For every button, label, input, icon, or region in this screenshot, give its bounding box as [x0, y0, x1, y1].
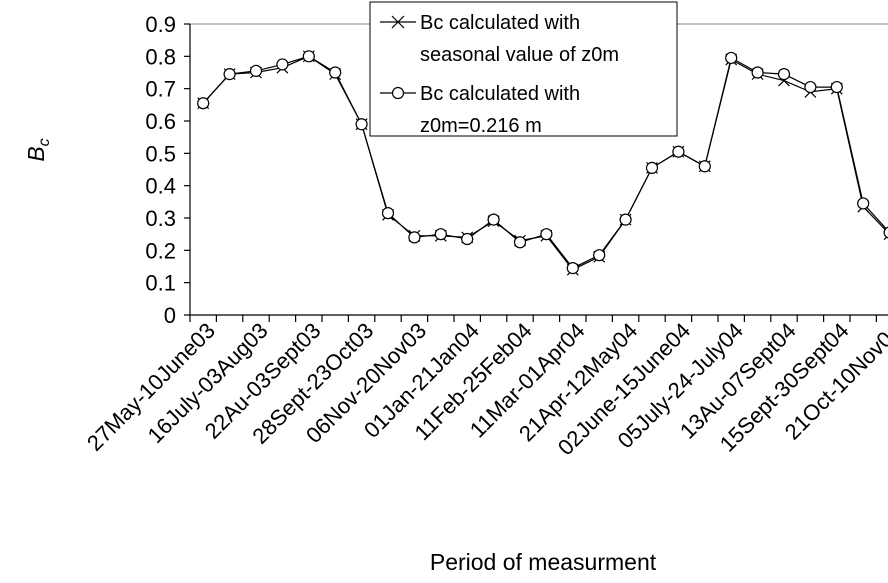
y-tick-label: 0.8 — [145, 44, 176, 69]
data-point-circle — [777, 68, 791, 81]
y-axis: 0 0.1 0.2 0.3 0.4 0.5 0.6 0.7 0.8 0.9 — [145, 12, 191, 328]
data-point-circle — [883, 226, 888, 239]
y-tick-label: 0.2 — [145, 238, 176, 263]
data-point-circle — [276, 58, 289, 71]
data-point-circle — [249, 64, 263, 77]
data-point-circle — [355, 118, 368, 131]
legend-label-series-2-line-1: Bc calculated with — [420, 83, 580, 105]
data-point-circle — [725, 51, 738, 65]
series-2-line — [202, 55, 888, 269]
data-point-circle — [619, 213, 632, 226]
legend-label-series-2-line-2: z0m=0.216 m — [420, 115, 542, 137]
y-tick-label: 0.1 — [145, 271, 176, 296]
data-point-circle — [302, 50, 315, 63]
legend-marker-circle — [391, 86, 405, 100]
y-tick-label: 0.6 — [145, 109, 176, 134]
y-tick-label: 0.9 — [145, 12, 176, 37]
legend-box — [369, 1, 678, 137]
data-point-circle — [857, 197, 870, 210]
data-point-circle — [645, 161, 659, 174]
y-tick-label: 0.5 — [145, 141, 176, 166]
data-point-circle — [540, 228, 553, 241]
y-tick-label: 0.3 — [145, 206, 176, 231]
data-point-circle — [751, 66, 764, 79]
y-tick-label: 0.4 — [145, 174, 176, 199]
y-tick-label: 0.7 — [145, 77, 176, 102]
y-axis-title-subscript: c — [36, 138, 53, 146]
series-2 — [197, 50, 888, 275]
y-axis-title: Bc — [23, 138, 53, 161]
legend: Bc calculated with seasonal value of z0m… — [369, 1, 678, 137]
data-point-circle — [566, 262, 579, 275]
y-axis-title-main: B — [23, 146, 49, 161]
data-point-circle — [329, 66, 342, 79]
data-point-circle — [804, 80, 817, 94]
data-point-circle — [197, 97, 210, 110]
data-point-circle — [513, 236, 527, 249]
data-point-circle — [830, 80, 843, 94]
data-point-circle — [487, 213, 500, 226]
legend-marker-x — [391, 15, 405, 29]
data-point-circle — [698, 160, 711, 173]
x-axis-title: Period of measurment — [430, 549, 657, 575]
data-point-circle — [593, 249, 606, 262]
series-layer — [197, 50, 888, 276]
data-point-circle — [408, 231, 421, 244]
data-point-circle — [381, 207, 395, 220]
data-point-circle — [223, 68, 236, 81]
data-point-circle — [461, 232, 474, 246]
series-1-line — [202, 55, 888, 271]
x-axis: 27May-10June0316July-03Aug0322Au-03Sept0… — [82, 314, 888, 460]
legend-label-series-1-line-1: Bc calculated with — [420, 12, 580, 34]
y-tick-label: 0 — [164, 303, 176, 328]
data-point-circle — [672, 145, 685, 158]
legend-label-series-1-line-2: seasonal value of z0m — [420, 44, 619, 66]
data-point-circle — [434, 228, 447, 241]
